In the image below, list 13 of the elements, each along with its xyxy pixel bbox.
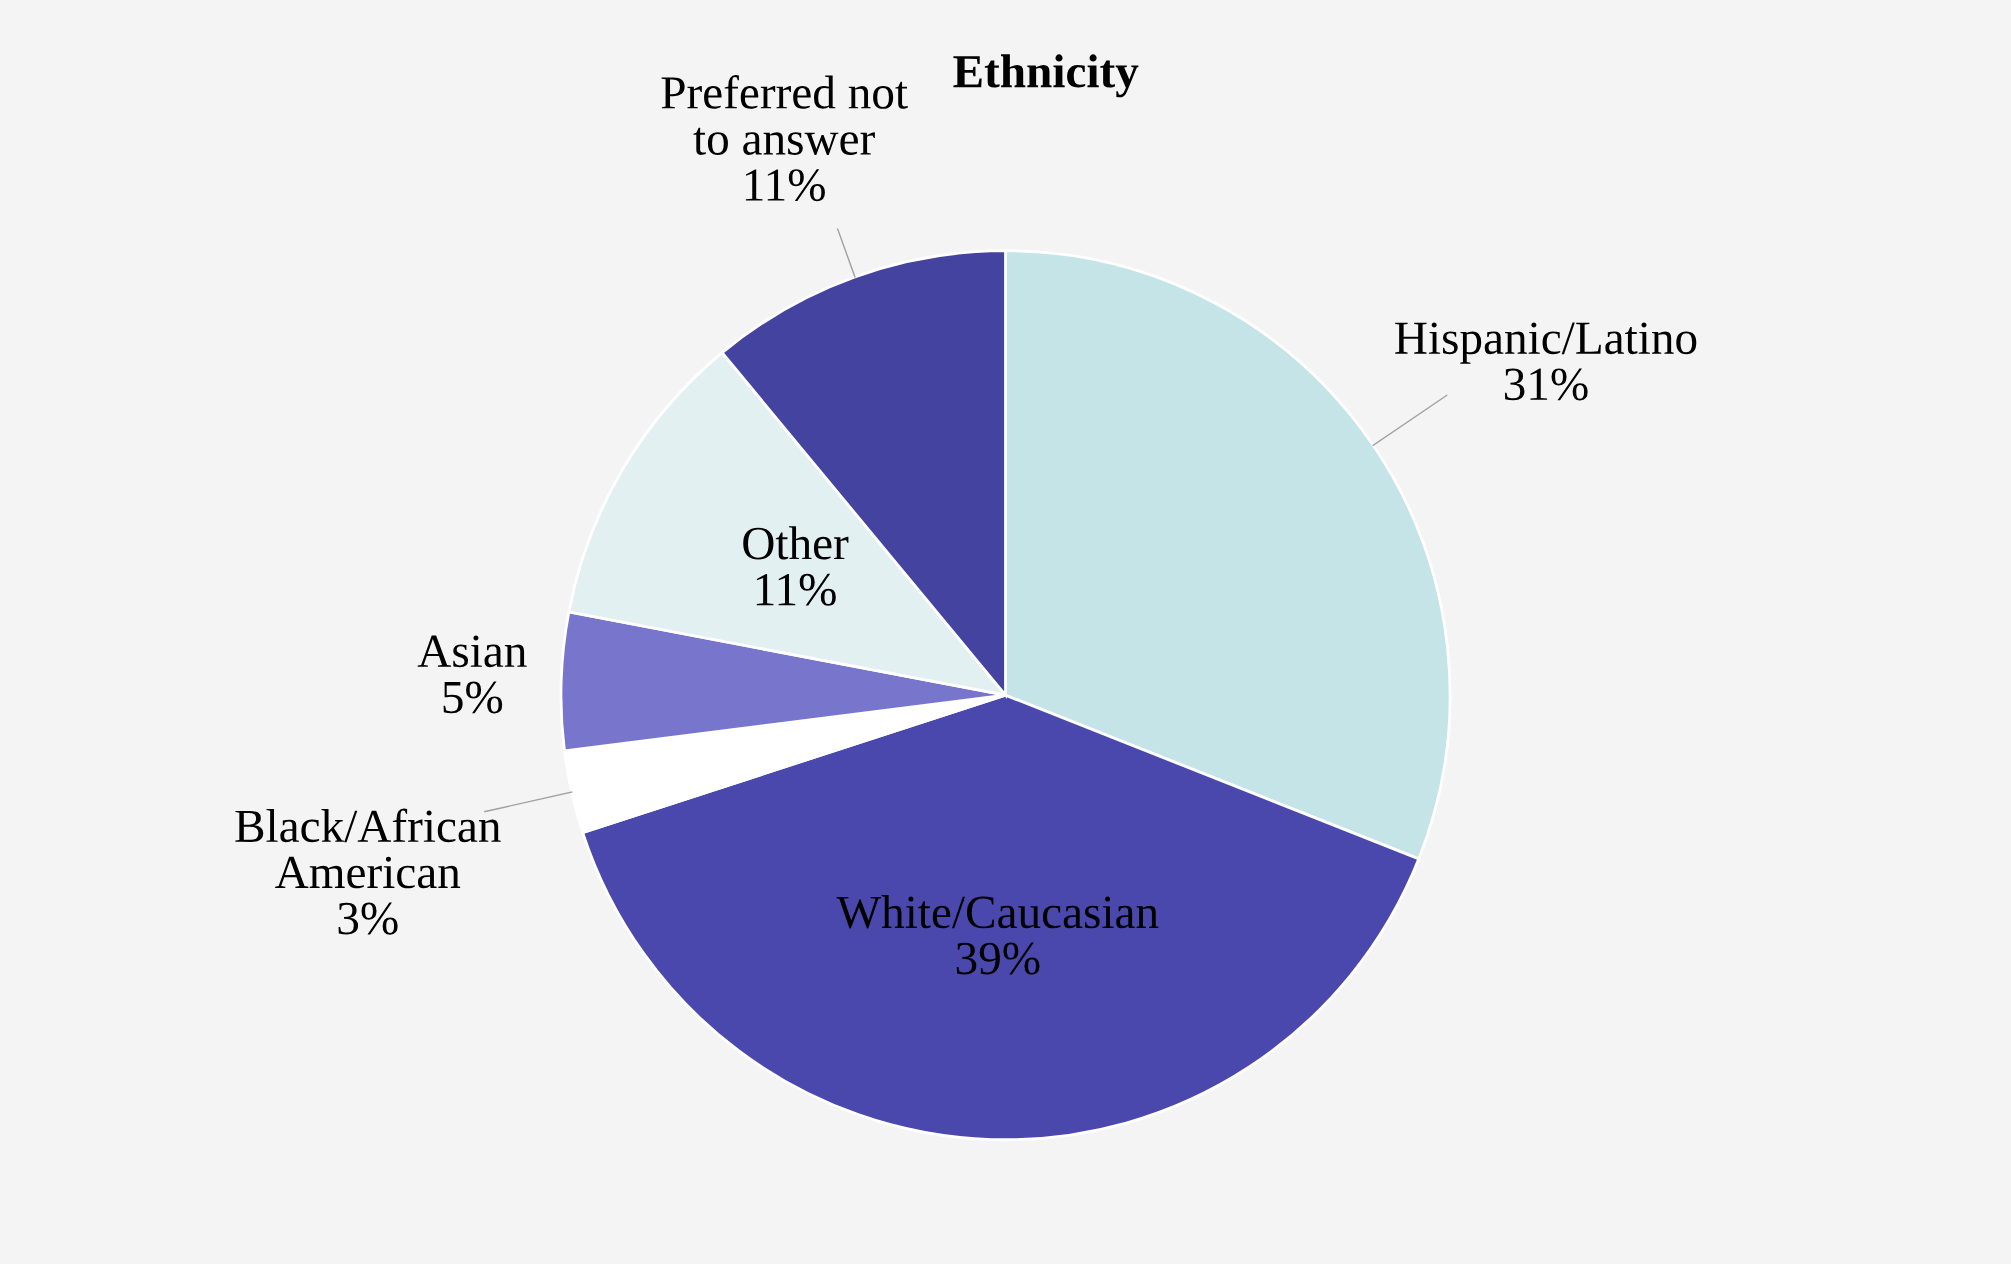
data-label: 39% — [956, 942, 1040, 975]
slice-label: White/Caucasian — [836, 895, 1159, 929]
data-label: 11% — [756, 573, 836, 606]
chart-title: Ethnicity — [953, 54, 1139, 98]
data-label: 3% — [338, 902, 398, 935]
slice-label: Black/African American — [235, 808, 501, 889]
slice-label: Asian — [417, 635, 527, 668]
slice-label: Hispanic/Latino — [1395, 322, 1697, 364]
data-label: 31% — [1504, 368, 1588, 401]
data-label: 11% — [745, 169, 825, 202]
slice-label: Other — [743, 526, 849, 560]
slice-label: Preferred not to answer — [661, 75, 908, 155]
data-label: 5% — [443, 681, 503, 714]
